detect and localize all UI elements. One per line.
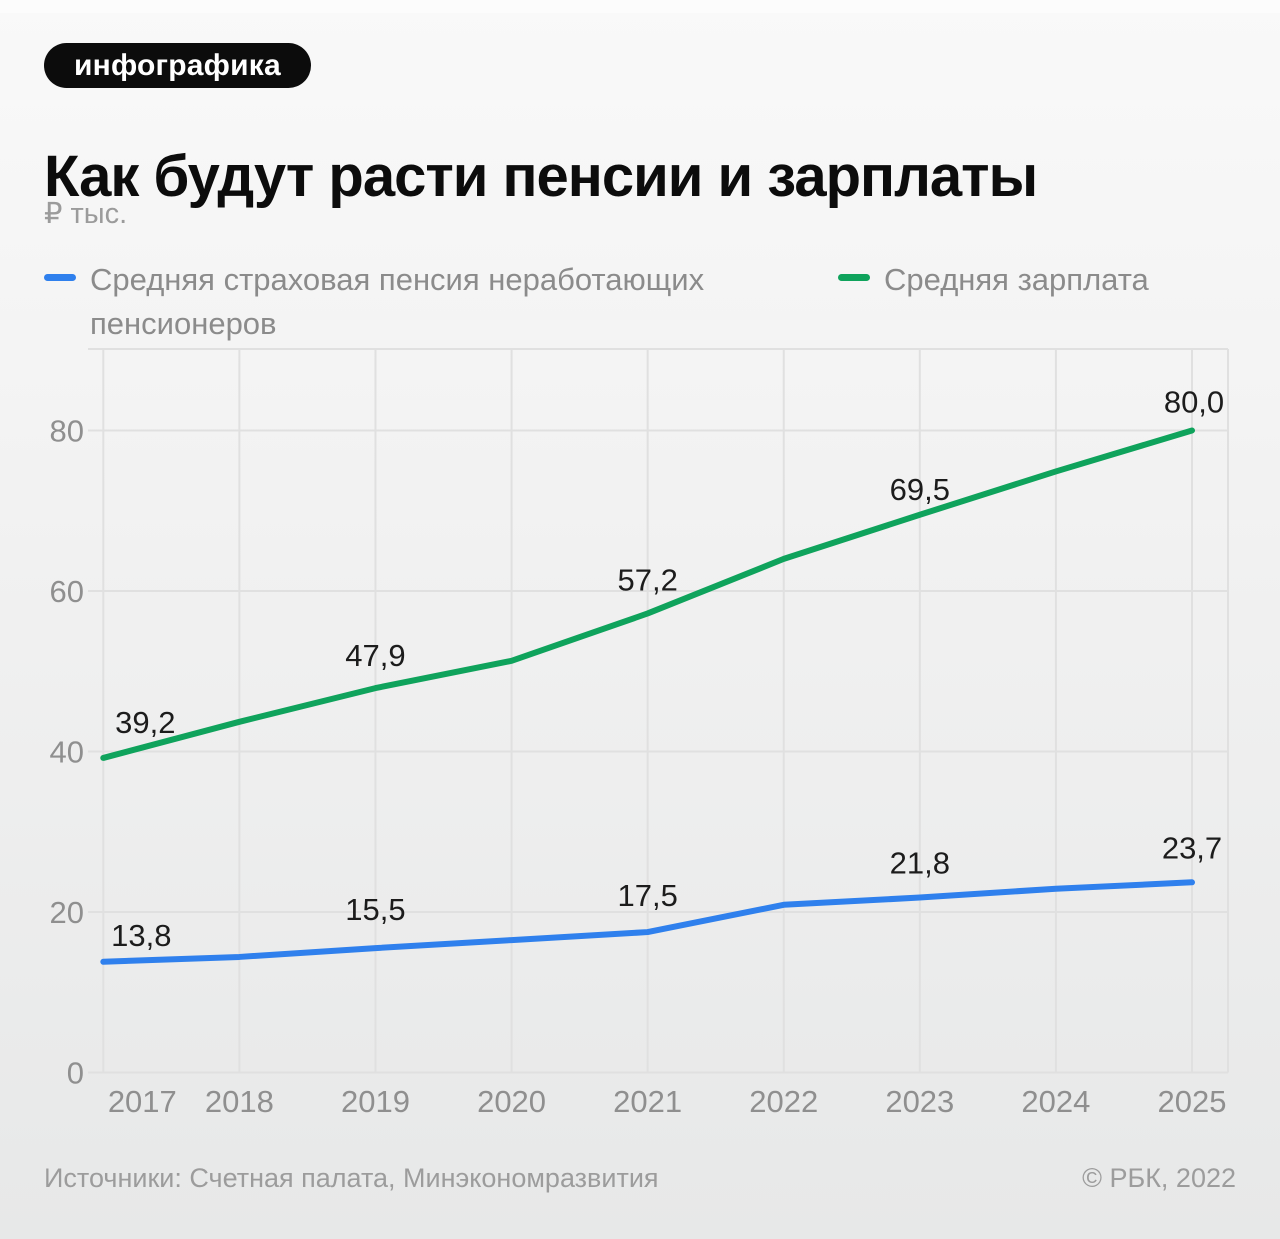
legend-label-pension: Средняя страховая пенсия неработающих пе… [90, 258, 704, 346]
legend-label-pension-line2: пенсионеров [90, 306, 277, 341]
x-tick-label: 2018 [205, 1084, 274, 1119]
y-tick-label: 0 [67, 1056, 84, 1091]
legend-item-salary: Средняя зарплата [838, 258, 1149, 302]
value-label: 57,2 [617, 562, 677, 597]
x-tick-label: 2020 [477, 1084, 546, 1119]
value-label: 69,5 [890, 472, 950, 507]
value-label: 21,8 [890, 846, 950, 881]
value-label: 17,5 [617, 878, 677, 913]
legend-label-pension-line1: Средняя страховая пенсия неработающих [90, 262, 705, 297]
infographic-badge: инфографика [44, 43, 311, 88]
y-tick-label: 20 [50, 895, 84, 930]
series-line-salary [100, 427, 1195, 761]
footer: Источники: Счетная палата, Минэкономразв… [44, 1163, 1236, 1194]
top-edge-strip [0, 0, 1280, 13]
footer-sources: Источники: Счетная палата, Минэкономразв… [44, 1163, 659, 1193]
badge-label: инфографика [74, 48, 281, 82]
value-label: 15,5 [345, 892, 405, 927]
value-label: 23,7 [1162, 830, 1222, 865]
x-tick-label: 2022 [749, 1084, 818, 1119]
x-tick-label: 2025 [1158, 1084, 1227, 1119]
x-tick-label: 2019 [341, 1084, 410, 1119]
x-tick-label: 2024 [1021, 1084, 1090, 1119]
legend-label-salary: Средняя зарплата [884, 262, 1149, 297]
salary-line-swatch [838, 274, 870, 281]
value-label: 80,0 [1164, 385, 1224, 420]
y-tick-label: 40 [50, 735, 84, 770]
y-tick-label: 80 [50, 414, 84, 449]
value-label: 13,8 [111, 918, 171, 953]
legend-item-pension: Средняя страховая пенсия неработающих пе… [44, 258, 804, 346]
footer-copyright: © РБК, 2022 [1082, 1163, 1236, 1193]
value-label: 47,9 [345, 638, 405, 673]
pension-line-swatch [44, 274, 76, 281]
page-title: Как будут расти пенсии и зарплаты [44, 143, 1038, 209]
value-label: 39,2 [115, 705, 175, 740]
series-line-pension [100, 879, 1195, 965]
y-tick-label: 60 [50, 574, 84, 609]
x-tick-label: 2021 [613, 1084, 682, 1119]
units-label: ₽ тыс. [44, 198, 128, 230]
x-tick-label: 2023 [885, 1084, 954, 1119]
x-tick-label: 2017 [108, 1084, 177, 1119]
